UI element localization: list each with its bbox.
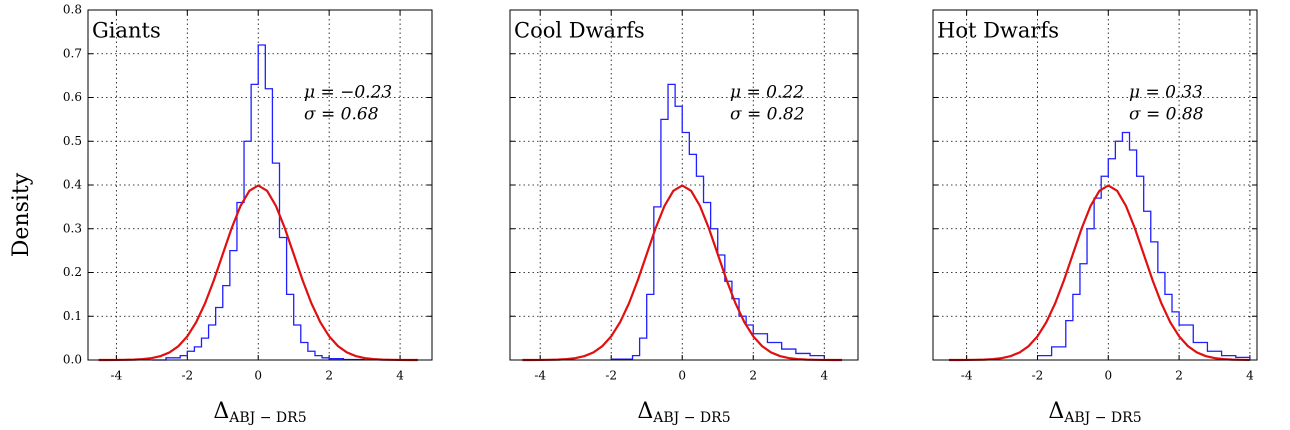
x-axis-label-symbol: Δ: [213, 399, 229, 424]
x-axis-label-symbol: Δ: [1048, 399, 1064, 424]
series-line: [522, 184, 843, 362]
x-tick-label: 2: [1175, 369, 1183, 383]
y-tick-label: 0.1: [63, 309, 82, 323]
y-tick-label: 0.0: [63, 353, 82, 367]
plot-frame: [509, 9, 859, 361]
series-line: [611, 83, 825, 360]
series-line: [948, 184, 1250, 362]
x-tick-label: -2: [1032, 369, 1044, 383]
annotation: μ = −0.23: [304, 83, 392, 103]
annotation: σ = 0.88: [1129, 105, 1204, 125]
x-axis-label: ΔABJ − DR5: [213, 399, 306, 426]
annotation: σ = 0.68: [304, 105, 379, 125]
x-tick-label: -4: [534, 369, 546, 383]
annotation: μ = 0.33: [1129, 83, 1203, 103]
x-tick-label: 2: [749, 369, 757, 383]
panel-title: Hot Dwarfs: [937, 19, 1059, 43]
panel-title: Giants: [92, 19, 161, 43]
y-tick-label: 0.8: [63, 3, 82, 17]
y-tick-label: 0.6: [63, 90, 82, 104]
x-tick-label: -2: [181, 369, 193, 383]
plot-frame: [87, 9, 433, 361]
y-axis-label: Density: [9, 172, 34, 257]
x-tick-label: -2: [605, 369, 617, 383]
panel: -4 -2 0 2 4 0.0 0.1 0.2 0.3 0.4 0.5 0.6 0.7 0.8 Giants…: [63, 3, 433, 426]
x-tick-label: 4: [1246, 369, 1254, 383]
plot-frame: [932, 9, 1258, 361]
annotation: σ = 0.82: [730, 105, 805, 125]
x-axis-label: ΔABJ − DR5: [1048, 399, 1141, 426]
y-tick-label: 0.2: [63, 265, 82, 279]
y-tick-label: 0.3: [63, 221, 82, 235]
panel-title: Cool Dwarfs: [514, 19, 645, 43]
x-axis-label-subscript: ABJ − DR5: [1063, 410, 1141, 426]
series-line: [151, 44, 366, 361]
panel: -4 -2 0 2 4 Hot Dwarfs μ = 0.33σ = 0.88 ΔABJ − …: [932, 9, 1258, 426]
x-tick-label: -4: [961, 369, 973, 383]
series-line: [98, 184, 418, 362]
x-axis-label: ΔABJ − DR5: [637, 399, 730, 426]
x-tick-label: 2: [325, 369, 333, 383]
x-tick-label: 4: [396, 369, 404, 383]
panel: -4 -2 0 2 4 Cool Dwarfs μ = 0.22σ = 0.82 ΔABJ −…: [509, 9, 859, 426]
y-tick-label: 0.5: [63, 134, 82, 148]
x-axis-label-symbol: Δ: [637, 399, 653, 424]
x-tick-label: 0: [254, 369, 262, 383]
x-tick-label: 4: [820, 369, 828, 383]
x-axis-label-subscript: ABJ − DR5: [652, 410, 730, 426]
x-axis-label-subscript: ABJ − DR5: [228, 410, 306, 426]
series-line: [1037, 131, 1251, 359]
x-tick-label: 0: [678, 369, 686, 383]
y-tick-label: 0.7: [63, 46, 82, 60]
x-tick-label: -4: [111, 369, 123, 383]
annotation: μ = 0.22: [730, 83, 804, 103]
y-tick-label: 0.4: [63, 178, 82, 192]
x-tick-label: 0: [1104, 369, 1112, 383]
